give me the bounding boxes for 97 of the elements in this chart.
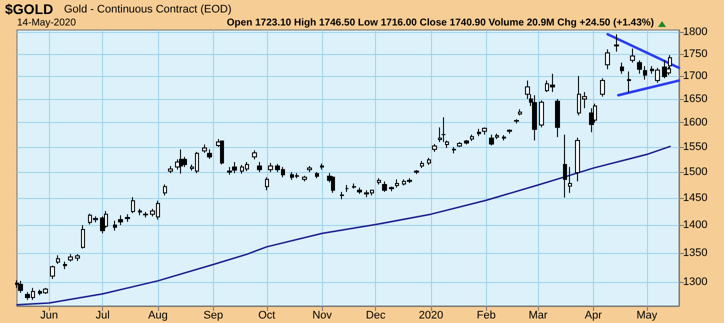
x-tick-label: Sep bbox=[203, 310, 224, 322]
candlestick bbox=[614, 34, 619, 52]
y-tick-label: 1600 bbox=[683, 116, 708, 129]
x-tick-label: Apr bbox=[584, 310, 602, 322]
candlestick bbox=[432, 143, 437, 152]
x-tick-label: Oct bbox=[258, 310, 276, 322]
candlestick bbox=[163, 184, 167, 196]
candlestick bbox=[662, 60, 667, 79]
line-series bbox=[16, 146, 671, 306]
x-tick-label: Jun bbox=[40, 310, 58, 322]
x-tick-label: Mar bbox=[528, 310, 548, 322]
candlestick bbox=[489, 134, 494, 146]
candlestick bbox=[138, 208, 142, 216]
candlestick bbox=[643, 66, 647, 80]
candlestick bbox=[627, 71, 631, 93]
candlestick bbox=[563, 134, 567, 198]
candlestick bbox=[502, 134, 506, 142]
candlestick bbox=[18, 280, 23, 294]
candlestick bbox=[637, 60, 642, 74]
candlestick bbox=[202, 144, 207, 154]
candlestick bbox=[395, 178, 399, 188]
candlestick bbox=[377, 178, 381, 186]
y-tick-label: 1450 bbox=[683, 192, 708, 204]
y-tick-label: 1750 bbox=[683, 48, 708, 60]
candlestick bbox=[268, 162, 273, 173]
candlestick bbox=[168, 166, 173, 174]
candlestick bbox=[457, 142, 462, 148]
candlestick bbox=[307, 166, 312, 173]
text: 14-May-2020 bbox=[17, 18, 76, 28]
chart-title: $GOLD bbox=[5, 1, 54, 17]
y-tick-label: 1400 bbox=[683, 219, 708, 232]
candlestick bbox=[340, 191, 344, 200]
candlestick bbox=[15, 280, 19, 288]
candlestick bbox=[265, 176, 269, 191]
x-tick-label: Feb bbox=[476, 310, 496, 322]
x-tick-label: Jul bbox=[96, 310, 110, 322]
candlestick bbox=[352, 182, 356, 190]
candlestick bbox=[315, 172, 319, 179]
x-tick-label: 2020 bbox=[418, 310, 444, 322]
x-tick-label: Aug bbox=[148, 310, 168, 322]
candlestick bbox=[220, 140, 224, 165]
candlestick bbox=[207, 148, 212, 160]
candlestick bbox=[227, 166, 232, 176]
candlestick bbox=[252, 150, 257, 160]
candlestick bbox=[302, 175, 307, 182]
candlestick bbox=[179, 148, 183, 174]
candlestick bbox=[232, 161, 237, 174]
candlestick bbox=[420, 160, 424, 169]
candlestick bbox=[382, 180, 387, 192]
candlestick bbox=[589, 108, 594, 133]
y-tick-label: 1550 bbox=[683, 140, 708, 153]
candlestick bbox=[331, 176, 335, 194]
candlestick bbox=[507, 128, 512, 134]
candlestick bbox=[81, 224, 85, 249]
candlestick bbox=[125, 214, 130, 222]
candlestick bbox=[427, 157, 431, 166]
candlestick bbox=[68, 254, 73, 262]
x-tick-label: Dec bbox=[366, 310, 386, 322]
candlestick bbox=[630, 48, 635, 64]
candlestick bbox=[118, 214, 123, 226]
candlestick bbox=[56, 254, 60, 264]
candlestick bbox=[75, 254, 80, 262]
candlestick bbox=[620, 62, 624, 74]
candlestick bbox=[575, 137, 580, 182]
candlestick bbox=[470, 134, 474, 142]
y-tick-label: 1500 bbox=[683, 166, 708, 178]
text: Open 1723.10 High 1746.50 Low 1716.00 Close 1740.90 Volume 20.9M Chg +24.50 (+1.43%) bbox=[226, 18, 654, 28]
candlestick bbox=[50, 265, 55, 280]
candlestick bbox=[143, 212, 148, 218]
candlestick bbox=[495, 133, 499, 140]
candlestick bbox=[532, 94, 537, 142]
candlestick bbox=[514, 118, 519, 124]
chart-subtitle: Gold - Continuous Contract (EOD) bbox=[64, 4, 232, 16]
candlestick bbox=[539, 100, 544, 128]
candlestick bbox=[414, 170, 419, 175]
candlestick bbox=[555, 98, 560, 138]
candlestick bbox=[320, 162, 324, 170]
y-tick-label: 1350 bbox=[683, 247, 708, 260]
candlestick bbox=[345, 184, 349, 192]
x-tick-label: Nov bbox=[312, 310, 332, 322]
candlestick bbox=[357, 187, 362, 194]
y-tick-label: 1300 bbox=[683, 276, 708, 288]
candlestick bbox=[605, 48, 610, 70]
candlestick bbox=[464, 140, 469, 145]
candlestick bbox=[257, 161, 262, 173]
candlestick bbox=[568, 166, 572, 194]
candlestick bbox=[518, 108, 522, 116]
candlestick bbox=[113, 220, 117, 232]
y-tick-label: 1800 bbox=[683, 26, 708, 38]
candlestick bbox=[131, 196, 135, 214]
x-tick-label: May bbox=[636, 310, 658, 322]
candlestick bbox=[63, 261, 67, 270]
candlestick bbox=[452, 146, 456, 154]
y-tick-label: 1650 bbox=[683, 92, 708, 105]
candlestick bbox=[389, 186, 394, 192]
candlestick bbox=[600, 78, 605, 98]
y-tick-label: 1700 bbox=[683, 70, 708, 82]
